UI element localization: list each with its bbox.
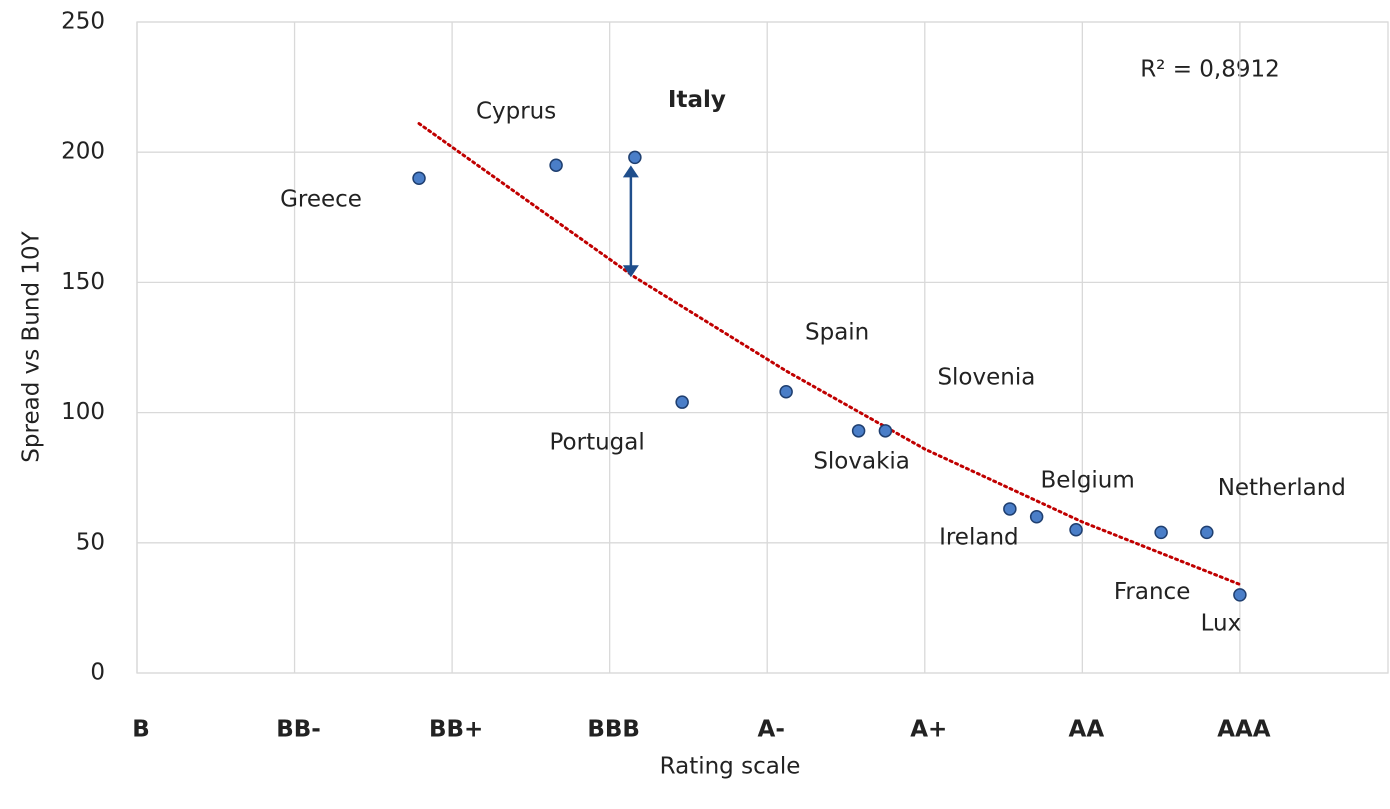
point [779, 385, 793, 399]
y-tick-label: 100 [61, 399, 105, 425]
y-tick-label: 200 [61, 139, 105, 165]
point [675, 395, 689, 409]
point [628, 150, 642, 165]
y-tick-label: 50 [76, 529, 105, 555]
point [549, 158, 563, 172]
x-tick-label: BBB [587, 717, 640, 743]
x-tick-label: B [132, 717, 150, 743]
point-label: Portugal [550, 430, 645, 456]
point-label: Italy [668, 87, 726, 113]
point [851, 424, 866, 438]
trendline [417, 122, 1242, 586]
x-tick-label: A- [758, 717, 785, 743]
point-label: Cyprus [476, 99, 556, 125]
point [412, 171, 426, 185]
point-label: Slovakia [813, 448, 910, 474]
point [1233, 588, 1247, 602]
point [1003, 502, 1017, 516]
point-label: Netherland [1218, 475, 1346, 501]
arrow-head [622, 265, 639, 278]
x-tick-label: AA [1069, 717, 1105, 743]
point [1069, 523, 1083, 537]
y-tick-label: 250 [61, 9, 105, 35]
y-axis-label: Spread vs Bund 10Y [19, 230, 45, 462]
x-tick-label: BB- [276, 717, 321, 743]
point [878, 424, 893, 438]
x-tick-label: BB+ [429, 717, 483, 743]
point [1154, 525, 1168, 540]
point [1200, 525, 1214, 540]
point-label: Spain [805, 319, 869, 345]
plot-frame [136, 21, 1389, 674]
point [1029, 510, 1044, 524]
r-squared: R² = 0,8912 [1140, 57, 1280, 83]
point-label: Slovenia [937, 364, 1035, 390]
y-tick-label: 0 [90, 660, 105, 686]
point-label: Greece [280, 187, 362, 213]
point-label: Belgium [1041, 467, 1135, 493]
point-label: France [1114, 579, 1190, 605]
point-label: Ireland [939, 524, 1019, 550]
arrow-head [622, 165, 639, 178]
x-tick-label: AAA [1217, 717, 1271, 743]
point-label: Lux [1201, 610, 1242, 636]
x-axis-label: Rating scale [660, 754, 801, 780]
y-tick-label: 150 [61, 269, 105, 295]
x-tick-label: A+ [910, 717, 947, 743]
